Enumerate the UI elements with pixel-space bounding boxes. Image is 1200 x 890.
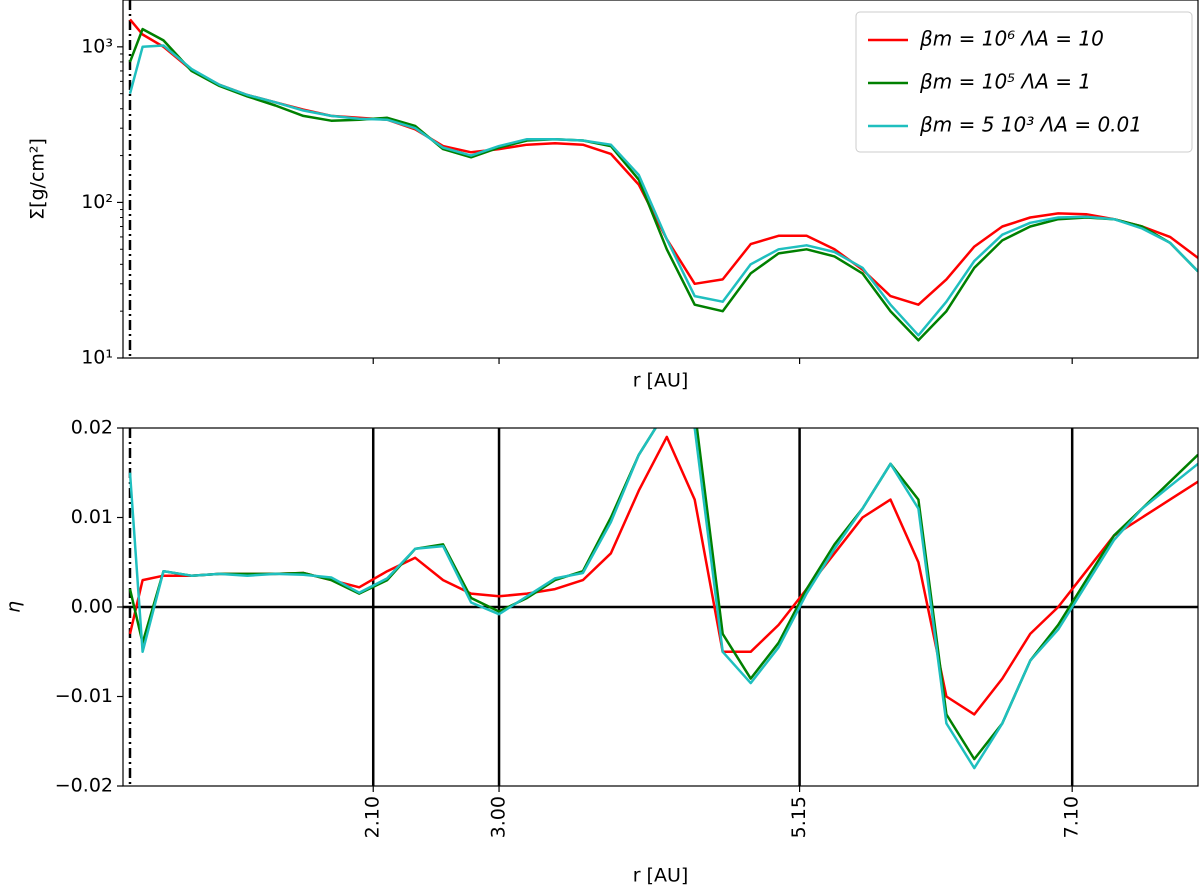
y-axis-label: Σ[g/cm²] — [27, 138, 49, 220]
y-tick-label: −0.02 — [55, 775, 113, 797]
x-tick-label: 3.00 — [488, 796, 510, 838]
x-axis-label: r [AU] — [633, 865, 689, 887]
data-line — [128, 27, 1198, 342]
legend-label: βm = 5 10³ ΛA = 0.01 — [919, 113, 1142, 137]
x-tick-label: 2.10 — [362, 796, 384, 838]
data-line — [128, 428, 1198, 761]
y-tick-label: 0.01 — [71, 506, 113, 528]
plot-frame — [122, 427, 1199, 787]
legend-label: βm = 10⁵ ΛA = 1 — [919, 70, 1091, 94]
y-tick-label: 0.02 — [71, 417, 113, 439]
y-tick-label: −0.01 — [55, 685, 113, 707]
y-tick-label: 0.00 — [71, 596, 113, 618]
data-line — [128, 44, 1198, 337]
data-line — [128, 435, 1198, 716]
y-axis-label: η — [3, 601, 25, 613]
x-axis-label: r [AU] — [633, 370, 689, 392]
x-tick-label: 7.10 — [1061, 796, 1083, 838]
y-tick-label: 10³ — [81, 35, 113, 57]
y-tick-label: 10¹ — [81, 347, 113, 369]
plot-area — [123, 428, 1198, 786]
plot-area — [128, 0, 1198, 358]
data-line — [128, 428, 1198, 770]
plot-frame — [122, 0, 1199, 359]
y-tick-label: 10² — [81, 191, 113, 213]
legend-box — [855, 11, 1193, 153]
legend-label: βm = 10⁶ ΛA = 10 — [919, 27, 1104, 51]
x-tick-label: 5.15 — [788, 796, 810, 838]
